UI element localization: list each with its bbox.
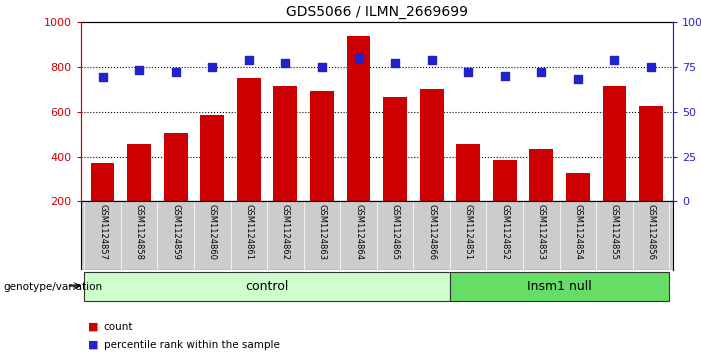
- Text: GSM1124854: GSM1124854: [573, 204, 583, 260]
- Text: count: count: [104, 322, 133, 332]
- Point: [243, 57, 254, 62]
- Bar: [493, 160, 517, 201]
- Bar: [603, 86, 626, 201]
- Bar: [456, 144, 480, 201]
- Bar: [383, 97, 407, 201]
- Bar: [566, 173, 590, 201]
- Text: GSM1124863: GSM1124863: [318, 204, 327, 260]
- Text: GSM1124858: GSM1124858: [135, 204, 144, 260]
- Text: GSM1124856: GSM1124856: [646, 204, 655, 260]
- Point: [463, 69, 474, 75]
- Text: GSM1124857: GSM1124857: [98, 204, 107, 260]
- Bar: [90, 163, 114, 201]
- Point: [390, 60, 401, 66]
- Title: GDS5066 / ILMN_2669699: GDS5066 / ILMN_2669699: [286, 5, 468, 19]
- Point: [97, 74, 108, 80]
- Point: [646, 64, 657, 70]
- Point: [572, 76, 583, 82]
- Point: [316, 64, 327, 70]
- Text: GSM1124862: GSM1124862: [281, 204, 290, 260]
- Text: GSM1124851: GSM1124851: [463, 204, 472, 260]
- Bar: [420, 89, 444, 201]
- Text: percentile rank within the sample: percentile rank within the sample: [104, 340, 280, 350]
- Text: ■: ■: [88, 322, 98, 332]
- Point: [609, 57, 620, 62]
- Point: [207, 64, 218, 70]
- Text: GSM1124852: GSM1124852: [501, 204, 509, 260]
- Text: GSM1124864: GSM1124864: [354, 204, 363, 260]
- Text: ■: ■: [88, 340, 98, 350]
- Bar: [128, 144, 151, 201]
- Bar: [237, 78, 261, 201]
- Text: GSM1124860: GSM1124860: [207, 204, 217, 260]
- Bar: [310, 91, 334, 201]
- Point: [499, 73, 510, 79]
- Bar: [273, 86, 297, 201]
- Text: GSM1124855: GSM1124855: [610, 204, 619, 260]
- Point: [133, 68, 144, 73]
- Point: [280, 60, 291, 66]
- Bar: [84, 272, 450, 301]
- Bar: [529, 149, 553, 201]
- Bar: [450, 272, 669, 301]
- Bar: [346, 36, 370, 201]
- Text: control: control: [245, 280, 289, 293]
- Text: GSM1124859: GSM1124859: [171, 204, 180, 260]
- Text: GSM1124865: GSM1124865: [390, 204, 400, 260]
- Point: [536, 69, 547, 75]
- Text: GSM1124866: GSM1124866: [427, 204, 436, 260]
- Text: GSM1124853: GSM1124853: [537, 204, 546, 260]
- Bar: [639, 106, 663, 201]
- Text: Insm1 null: Insm1 null: [527, 280, 592, 293]
- Point: [353, 55, 364, 61]
- Bar: [200, 115, 224, 201]
- Point: [426, 57, 437, 62]
- Text: genotype/variation: genotype/variation: [4, 282, 102, 292]
- Bar: [164, 133, 188, 201]
- Text: GSM1124861: GSM1124861: [245, 204, 253, 260]
- Point: [170, 69, 182, 75]
